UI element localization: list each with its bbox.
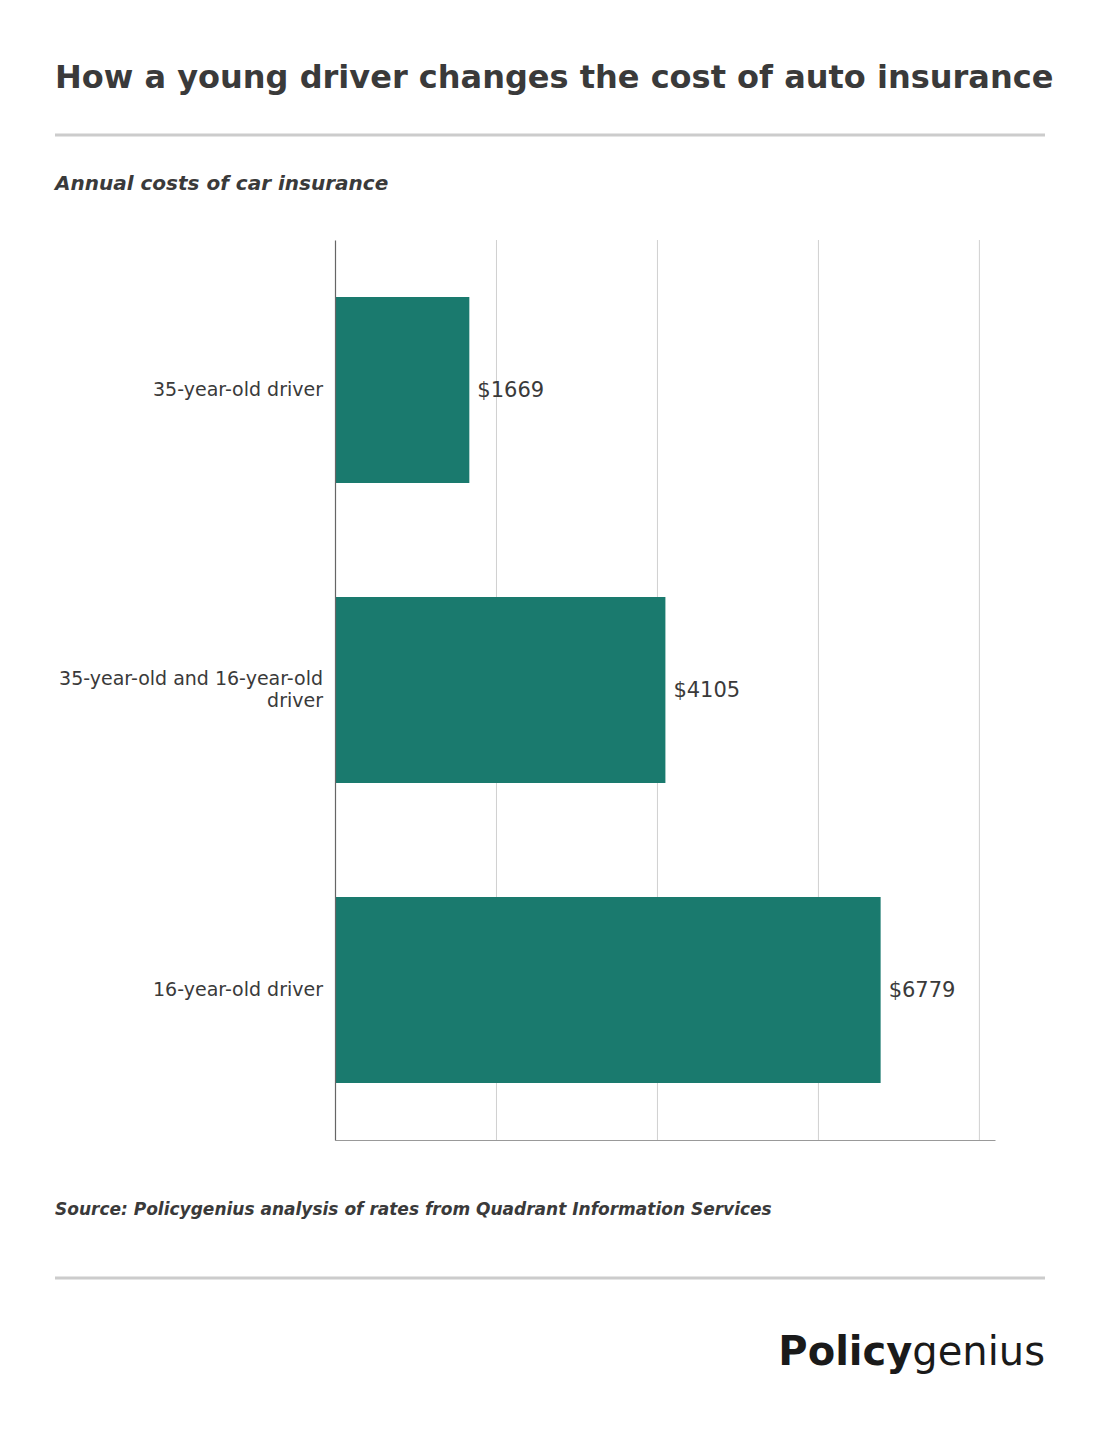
source-note: Source: Policygenius analysis of rates f… [55, 1199, 772, 1219]
separator [55, 134, 1045, 137]
bar [335, 297, 469, 483]
y-tick: 35-year-old driver [153, 378, 323, 400]
bar [335, 597, 665, 783]
separator [55, 1277, 1045, 1280]
x-tick [979, 240, 980, 1140]
data-labels: $1669 $4105 $6779 [477, 378, 955, 1002]
x-axis-line [336, 1140, 996, 1141]
background [0, 0, 1100, 1450]
data-label: $1669 [477, 378, 544, 402]
y-tick-label: 35-year-old and 16-year-olddriver [59, 667, 323, 711]
grid-line [979, 240, 980, 1140]
logo-regular: genius [912, 1328, 1045, 1374]
chart-root: How a young driver changes the cost of a… [0, 0, 1100, 1450]
y-axis-line [335, 241, 336, 1141]
bars [335, 297, 881, 1083]
y-axis: 35-year-old driver 35-year-old and 16-yea… [59, 241, 335, 1141]
subtitle: Annual costs of car insurance [53, 171, 388, 195]
plot-area: $1669$4105$677935-year-old driver35-year… [59, 240, 995, 1141]
bar [335, 897, 881, 1083]
y-tick: 35-year-old and 16-year-olddriver [59, 667, 323, 711]
x-axis [336, 240, 996, 1141]
y-tick: 16-year-old driver [153, 978, 323, 1000]
data-label: $6779 [889, 978, 956, 1002]
title: How a young driver changes the cost of a… [55, 58, 1053, 96]
logo-bold: Policy [778, 1328, 912, 1374]
y-tick-label: 35-year-old driver [153, 378, 323, 400]
y-tick-label: 16-year-old driver [153, 978, 323, 1000]
logo: Policygenius [778, 1328, 1045, 1374]
data-label: $4105 [673, 678, 740, 702]
